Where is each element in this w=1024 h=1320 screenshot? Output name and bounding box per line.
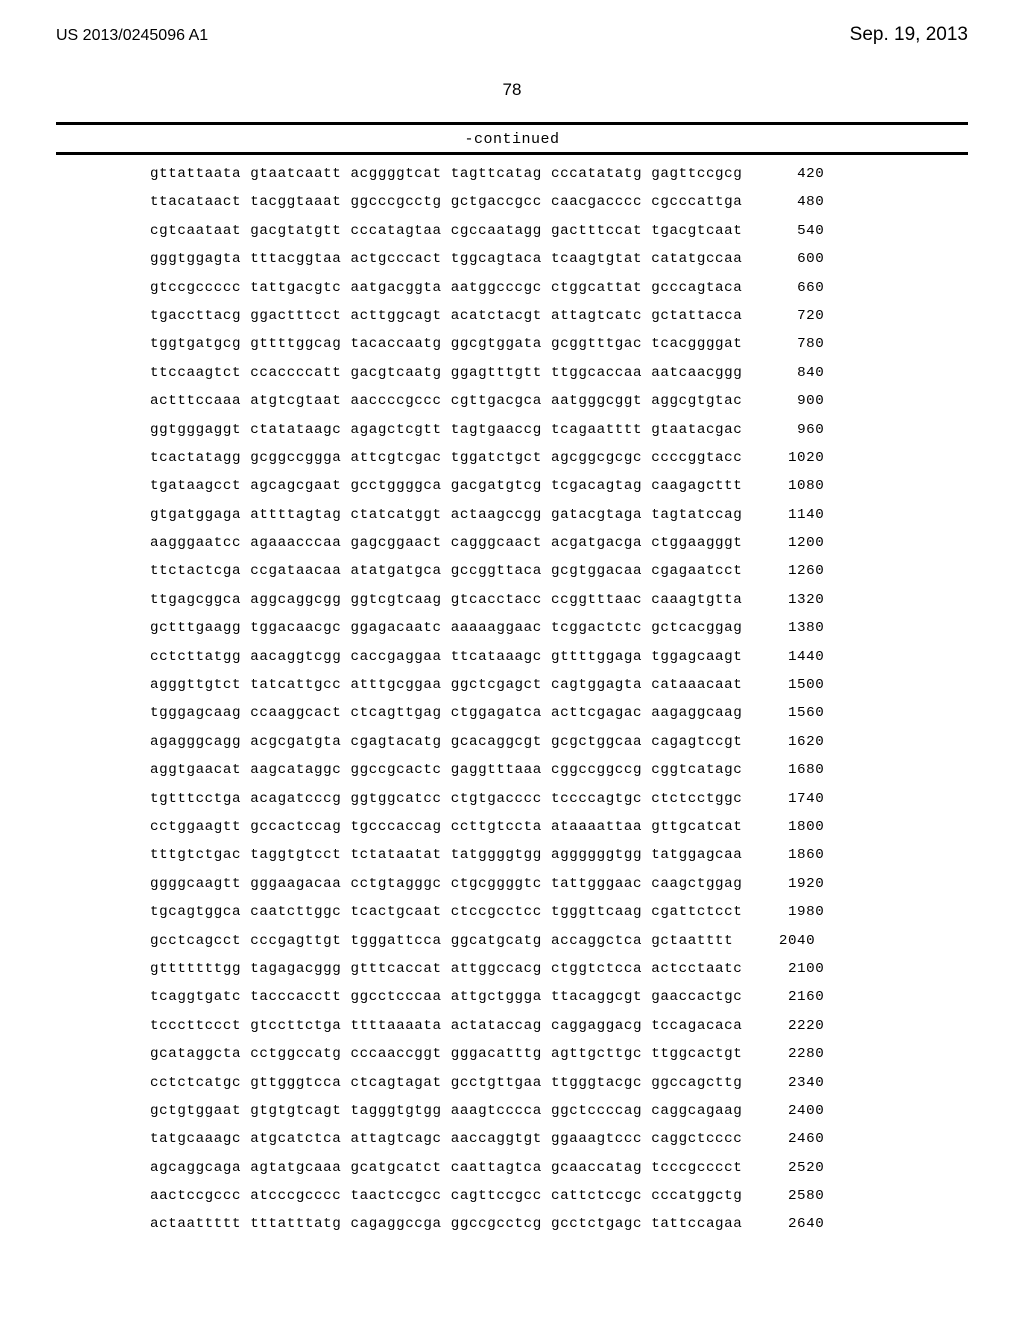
sequence-row: gttattaata gtaatcaatt acggggtcat tagttca… [150,167,1024,181]
page-number: 78 [0,80,1024,100]
sequence-row: gtccgccccc tattgacgtc aatgacggta aatggcc… [150,281,1024,295]
sequence-position: 1620 [760,735,824,749]
sequence-row: tgataagcct agcagcgaat gcctggggca gacgatg… [150,479,1024,493]
sequence-row: actttccaaa atgtcgtaat aaccccgccc cgttgac… [150,394,1024,408]
sequence-row: agcaggcaga agtatgcaaa gcatgcatct caattag… [150,1161,1024,1175]
sequence-row: tcccttccct gtccttctga ttttaaaata actatac… [150,1019,1024,1033]
sequence-row: cgtcaataat gacgtatgtt cccatagtaa cgccaat… [150,224,1024,238]
sequence-row: ttgagcggca aggcaggcgg ggtcgtcaag gtcacct… [150,593,1024,607]
sequence-row: tgggagcaag ccaaggcact ctcagttgag ctggaga… [150,706,1024,720]
sequence-position: 2520 [760,1161,824,1175]
sequence-position: 1860 [760,848,824,862]
publication-date: Sep. 19, 2013 [850,24,968,46]
sequence-position: 2340 [760,1076,824,1090]
sequence-row: agagggcagg acgcgatgta cgagtacatg gcacagg… [150,735,1024,749]
sequence-position: 420 [760,167,824,181]
sequence-position: 2640 [760,1217,824,1231]
sequence-row: aactccgccc atcccgcccc taactccgcc cagttcc… [150,1189,1024,1203]
sequence-row: gtgatggaga attttagtag ctatcatggt actaagc… [150,508,1024,522]
header-row: US 2013/0245096 A1 Sep. 19, 2013 [0,0,1024,54]
sequence-row: ttctactcga ccgataacaa atatgatgca gccggtt… [150,564,1024,578]
sequence-position: 1740 [760,792,824,806]
sequence-row: agggttgtct tatcattgcc atttgcggaa ggctcga… [150,678,1024,692]
sequence-position: 1260 [760,564,824,578]
sequence-position: 480 [760,195,824,209]
sequence-row: gcataggcta cctggccatg cccaaccggt gggacat… [150,1047,1024,1061]
sequence-position: 960 [760,423,824,437]
sequence-position: 600 [760,252,824,266]
sequence-position: 2100 [760,962,824,976]
sequence-position: 2160 [760,990,824,1004]
sequence-position: 2220 [760,1019,824,1033]
sequence-position: 2580 [760,1189,824,1203]
sequence-position: 1500 [760,678,824,692]
sequence-row: aggtgaacat aagcataggc ggccgcactc gaggttt… [150,763,1024,777]
sequence-row: cctctcatgc gttgggtcca ctcagtagat gcctgtt… [150,1076,1024,1090]
sequence-position: 1680 [760,763,824,777]
sequence-position: 540 [760,224,824,238]
sequence-row: actaattttt tttatttatg cagaggccga ggccgcc… [150,1217,1024,1231]
sequence-row: cctggaagtt gccactccag tgcccaccag ccttgtc… [150,820,1024,834]
sequence-row: tgtttcctga acagatcccg ggtggcatcc ctgtgac… [150,792,1024,806]
sequence-position: 1320 [760,593,824,607]
sequence-position: 1980 [760,905,824,919]
sequence-row: gcctcagcct cccgagttgt tgggattcca ggcatgc… [150,934,1024,948]
sequence-position: 1800 [760,820,824,834]
sequence-row: tggtgatgcg gttttggcag tacaccaatg ggcgtgg… [150,337,1024,351]
sequence-position: 1020 [760,451,824,465]
sequence-row: tgaccttacg ggactttcct acttggcagt acatcta… [150,309,1024,323]
sequence-row: ggggcaagtt gggaagacaa cctgtagggc ctgcggg… [150,877,1024,891]
sequence-row: aagggaatcc agaaacccaa gagcggaact cagggca… [150,536,1024,550]
sequence-row: ttccaagtct ccaccccatt gacgtcaatg ggagttt… [150,366,1024,380]
sequence-listing: gttattaata gtaatcaatt acggggtcat tagttca… [0,155,1024,1250]
sequence-row: gtttttttgg tagagacggg gtttcaccat attggcc… [150,962,1024,976]
sequence-position: 2400 [760,1104,824,1118]
sequence-position: 1440 [760,650,824,664]
sequence-row: tatgcaaagc atgcatctca attagtcagc aaccagg… [150,1132,1024,1146]
sequence-position: 2460 [760,1132,824,1146]
sequence-row: gggtggagta tttacggtaa actgcccact tggcagt… [150,252,1024,266]
sequence-row: ggtgggaggt ctatataagc agagctcgtt tagtgaa… [150,423,1024,437]
sequence-row: gctgtggaat gtgtgtcagt tagggtgtgg aaagtcc… [150,1104,1024,1118]
sequence-row: tgcagtggca caatcttggc tcactgcaat ctccgcc… [150,905,1024,919]
sequence-position: 1200 [760,536,824,550]
sequence-position: 1560 [760,706,824,720]
sequence-position: 780 [760,337,824,351]
sequence-row: tcactatagg gcggccggga attcgtcgac tggatct… [150,451,1024,465]
sequence-position: 1920 [760,877,824,891]
sequence-position: 2280 [760,1047,824,1061]
sequence-row: ttacataact tacggtaaat ggcccgcctg gctgacc… [150,195,1024,209]
sequence-row: gctttgaagg tggacaacgc ggagacaatc aaaaagg… [150,621,1024,635]
sequence-row: cctcttatgg aacaggtcgg caccgaggaa ttcataa… [150,650,1024,664]
sequence-position: 900 [760,394,824,408]
sequence-position: 2040 [751,934,815,948]
sequence-position: 840 [760,366,824,380]
sequence-position: 1380 [760,621,824,635]
continued-label: -continued [0,125,1024,152]
sequence-position: 1140 [760,508,824,522]
sequence-position: 1080 [760,479,824,493]
sequence-position: 720 [760,309,824,323]
sequence-position: 660 [760,281,824,295]
sequence-row: tcaggtgatc tacccacctt ggcctcccaa attgctg… [150,990,1024,1004]
publication-number: US 2013/0245096 A1 [56,27,208,45]
sequence-row: tttgtctgac taggtgtcct tctataatat tatgggg… [150,848,1024,862]
